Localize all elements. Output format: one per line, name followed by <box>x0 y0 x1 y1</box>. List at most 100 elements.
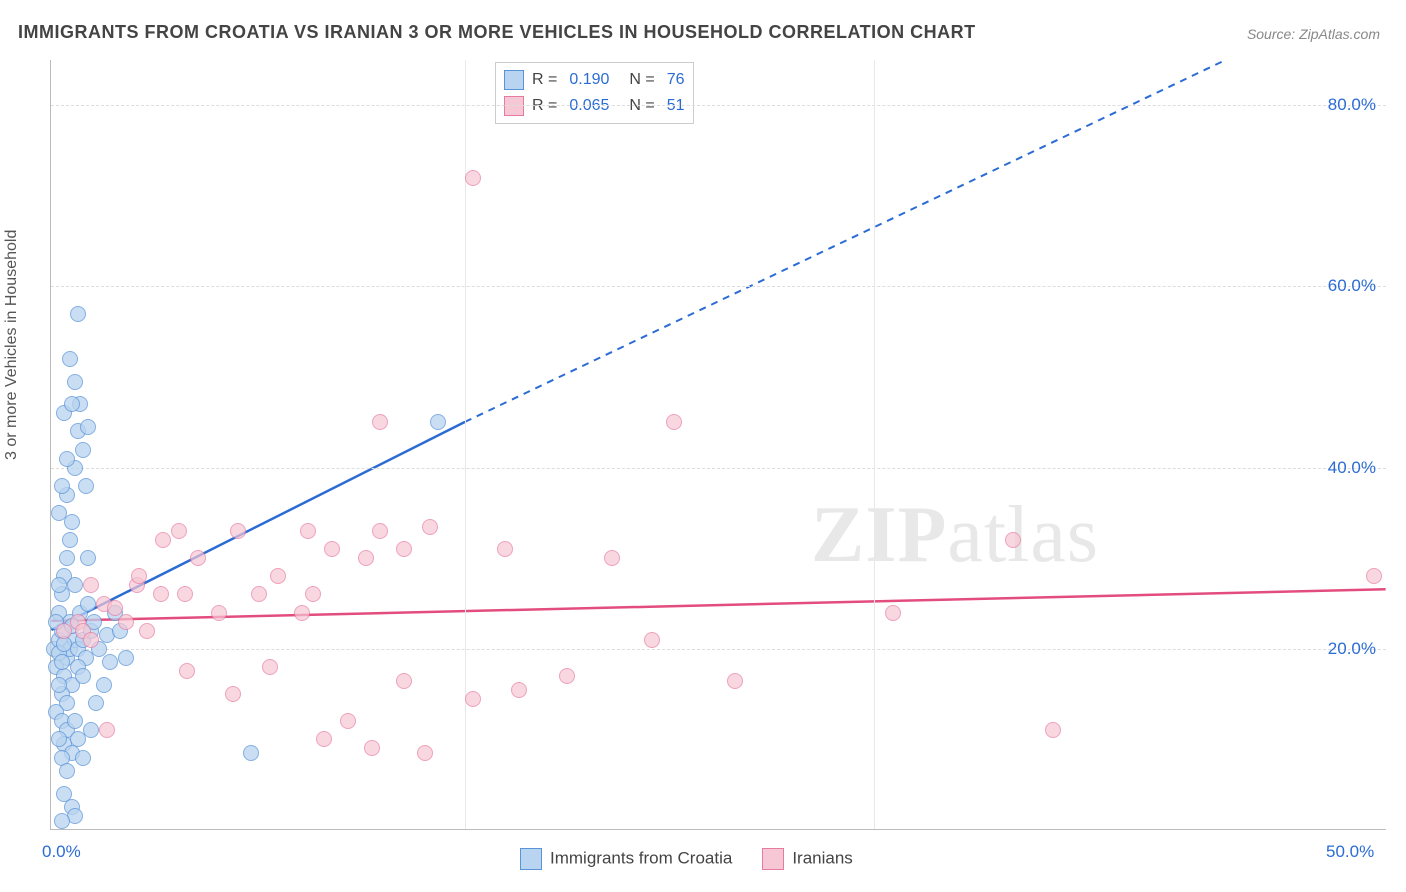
scatter-point <box>67 374 83 390</box>
scatter-point <box>396 673 412 689</box>
trend-lines <box>51 60 1386 829</box>
scatter-point <box>155 532 171 548</box>
scatter-point <box>324 541 340 557</box>
scatter-point <box>300 523 316 539</box>
scatter-plot: ZIPatlas R =0.190N =76R =0.065N =51 20.0… <box>50 60 1386 830</box>
scatter-point <box>118 614 134 630</box>
scatter-point <box>107 600 123 616</box>
legend-item: Immigrants from Croatia <box>520 848 732 870</box>
gridline-h <box>51 468 1386 469</box>
legend-r-value: 0.190 <box>569 67 609 93</box>
scatter-point <box>497 541 513 557</box>
scatter-point <box>80 596 96 612</box>
scatter-point <box>666 414 682 430</box>
legend-n-value: 76 <box>667 67 685 93</box>
scatter-point <box>54 478 70 494</box>
watermark-bold: ZIP <box>811 491 947 579</box>
scatter-point <box>358 550 374 566</box>
scatter-point <box>153 586 169 602</box>
scatter-point <box>62 351 78 367</box>
gridline-v <box>874 60 875 829</box>
y-tick-label: 80.0% <box>1328 95 1376 115</box>
scatter-point <box>54 813 70 829</box>
scatter-point <box>727 673 743 689</box>
scatter-point <box>83 577 99 593</box>
y-tick-label: 60.0% <box>1328 276 1376 296</box>
legend-stat-row: R =0.190N =76 <box>504 67 685 93</box>
scatter-point <box>67 713 83 729</box>
scatter-point <box>80 550 96 566</box>
y-tick-label: 40.0% <box>1328 458 1376 478</box>
scatter-point <box>118 650 134 666</box>
scatter-point <box>59 550 75 566</box>
scatter-point <box>131 568 147 584</box>
scatter-point <box>99 722 115 738</box>
legend-r-label: R = <box>532 67 557 93</box>
scatter-point <box>51 505 67 521</box>
scatter-point <box>372 414 388 430</box>
scatter-point <box>340 713 356 729</box>
scatter-point <box>59 451 75 467</box>
x-tick-label: 50.0% <box>1326 842 1374 862</box>
scatter-point <box>83 632 99 648</box>
scatter-point <box>430 414 446 430</box>
scatter-point <box>59 763 75 779</box>
scatter-point <box>179 663 195 679</box>
scatter-point <box>372 523 388 539</box>
scatter-point <box>396 541 412 557</box>
scatter-point <box>75 750 91 766</box>
scatter-point <box>80 419 96 435</box>
scatter-point <box>251 586 267 602</box>
scatter-point <box>75 442 91 458</box>
scatter-point <box>171 523 187 539</box>
page-title: IMMIGRANTS FROM CROATIA VS IRANIAN 3 OR … <box>18 22 976 43</box>
legend-swatch <box>762 848 784 870</box>
scatter-point <box>230 523 246 539</box>
scatter-point <box>316 731 332 747</box>
scatter-point <box>62 532 78 548</box>
scatter-point <box>294 605 310 621</box>
scatter-point <box>364 740 380 756</box>
scatter-point <box>78 478 94 494</box>
scatter-point <box>243 745 259 761</box>
legend-label: Immigrants from Croatia <box>550 848 732 867</box>
legend-series: Immigrants from Croatia Iranians <box>520 848 853 870</box>
scatter-point <box>88 695 104 711</box>
scatter-point <box>1366 568 1382 584</box>
legend-item: Iranians <box>762 848 852 870</box>
x-tick-label: 0.0% <box>42 842 81 862</box>
scatter-point <box>559 668 575 684</box>
scatter-point <box>67 577 83 593</box>
scatter-point <box>511 682 527 698</box>
scatter-point <box>644 632 660 648</box>
scatter-point <box>270 568 286 584</box>
legend-swatch <box>504 70 524 90</box>
scatter-point <box>51 677 67 693</box>
scatter-point <box>70 306 86 322</box>
scatter-point <box>422 519 438 535</box>
y-axis-label: 3 or more Vehicles in Household <box>3 230 21 460</box>
watermark-thin: atlas <box>947 491 1099 579</box>
gridline-h <box>51 286 1386 287</box>
scatter-point <box>417 745 433 761</box>
scatter-point <box>102 654 118 670</box>
scatter-point <box>211 605 227 621</box>
scatter-point <box>75 668 91 684</box>
scatter-point <box>225 686 241 702</box>
gridline-h <box>51 649 1386 650</box>
y-tick-label: 20.0% <box>1328 639 1376 659</box>
scatter-point <box>83 722 99 738</box>
scatter-point <box>51 731 67 747</box>
scatter-point <box>190 550 206 566</box>
scatter-point <box>64 396 80 412</box>
watermark: ZIPatlas <box>811 490 1099 581</box>
scatter-point <box>177 586 193 602</box>
scatter-point <box>54 654 70 670</box>
scatter-point <box>604 550 620 566</box>
legend-swatch <box>520 848 542 870</box>
scatter-point <box>1045 722 1061 738</box>
scatter-point <box>51 577 67 593</box>
legend-stats: R =0.190N =76R =0.065N =51 <box>495 62 694 124</box>
scatter-point <box>139 623 155 639</box>
scatter-point <box>465 170 481 186</box>
